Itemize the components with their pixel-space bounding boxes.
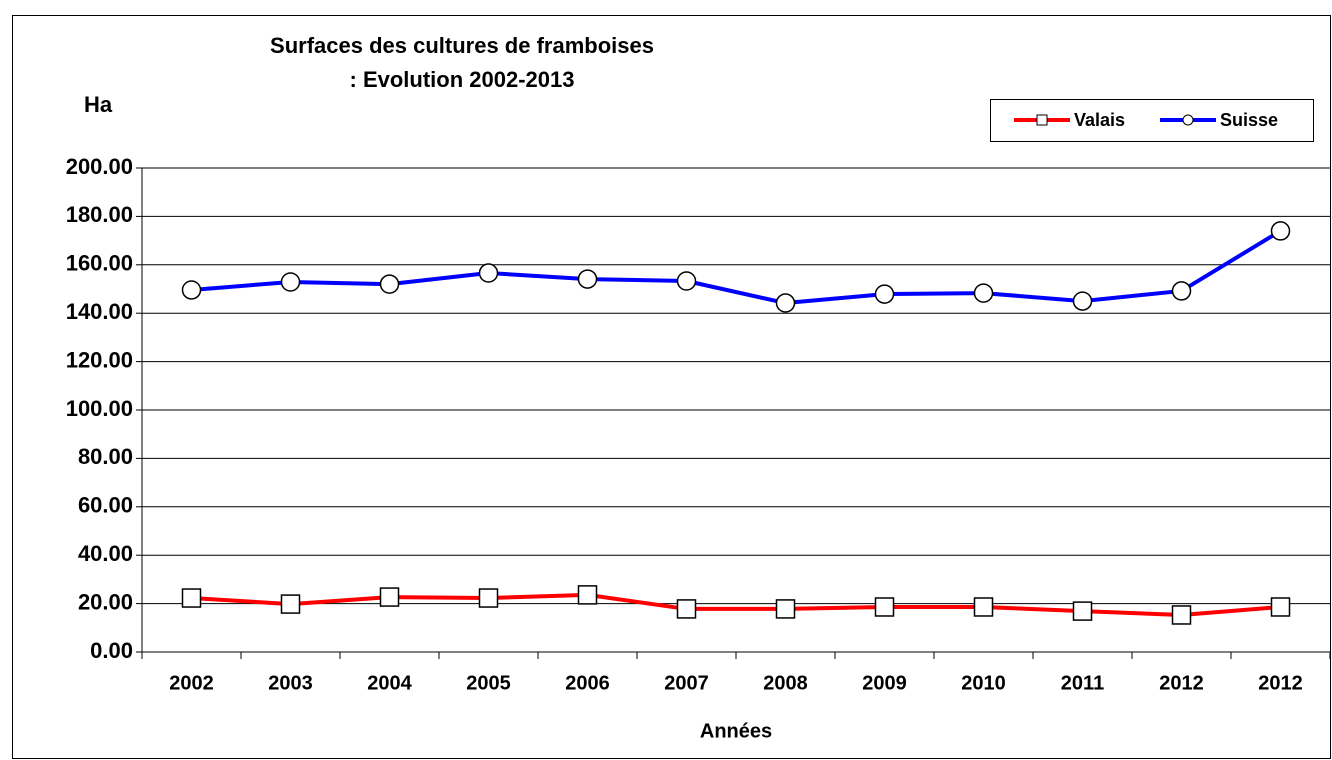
marker	[874, 597, 895, 617]
y-tick-label: 40.00	[78, 541, 133, 566]
y-axis-label: Ha	[84, 92, 113, 117]
x-tick-label: 2010	[961, 672, 1006, 694]
marker	[1270, 597, 1291, 617]
series-line	[191, 592, 1281, 617]
marker	[478, 588, 499, 608]
y-tick-label: 200.00	[66, 154, 133, 179]
y-tick-label: 180.00	[66, 202, 133, 227]
marker	[1171, 605, 1192, 625]
legend-marker	[1036, 114, 1048, 126]
marker	[577, 585, 598, 605]
x-tick-label: 2007	[664, 672, 709, 694]
marker	[280, 272, 301, 292]
y-tick-label: 20.00	[78, 589, 133, 614]
x-tick-label: 2009	[862, 672, 907, 694]
y-tick-label: 0.00	[90, 638, 133, 663]
legend-marker	[1182, 114, 1194, 126]
series-line	[191, 229, 1282, 306]
marker	[280, 594, 301, 614]
x-tick-label: 2005	[466, 672, 511, 694]
chart-subtitle: : Evolution 2002-2013	[350, 67, 575, 92]
marker	[676, 599, 697, 619]
marker	[181, 280, 202, 300]
y-tick-label: 160.00	[66, 251, 133, 276]
marker	[1171, 281, 1192, 301]
x-tick-label: 2012	[1159, 672, 1204, 694]
chart-title: Surfaces des cultures de framboises	[270, 33, 654, 58]
x-tick-label: 2004	[367, 672, 412, 694]
marker	[973, 597, 994, 617]
y-tick-label: 100.00	[66, 396, 133, 421]
y-tick-label: 140.00	[66, 299, 133, 324]
marker	[775, 293, 796, 313]
x-tick-label: 2006	[565, 672, 610, 694]
marker	[478, 263, 499, 283]
x-tick-label: 2008	[763, 672, 808, 694]
legend-label: Suisse	[1220, 110, 1278, 130]
marker	[1072, 291, 1093, 311]
marker	[874, 284, 895, 304]
marker	[181, 588, 202, 608]
x-tick-label: 2012	[1258, 672, 1303, 694]
y-tick-label: 120.00	[66, 347, 133, 372]
marker	[577, 269, 598, 289]
x-axis-label: Années	[700, 720, 772, 742]
marker	[973, 283, 994, 303]
marker	[775, 599, 796, 619]
marker	[1270, 221, 1291, 241]
x-tick-label: 2003	[268, 672, 313, 694]
y-tick-label: 80.00	[78, 444, 133, 469]
marker	[676, 271, 697, 291]
marker	[379, 274, 400, 294]
marker	[379, 587, 400, 607]
y-tick-label: 60.00	[78, 493, 133, 518]
x-tick-label: 2011	[1061, 672, 1104, 694]
legend-label: Valais	[1074, 110, 1125, 130]
x-tick-label: 2002	[169, 672, 214, 694]
marker	[1072, 601, 1093, 621]
